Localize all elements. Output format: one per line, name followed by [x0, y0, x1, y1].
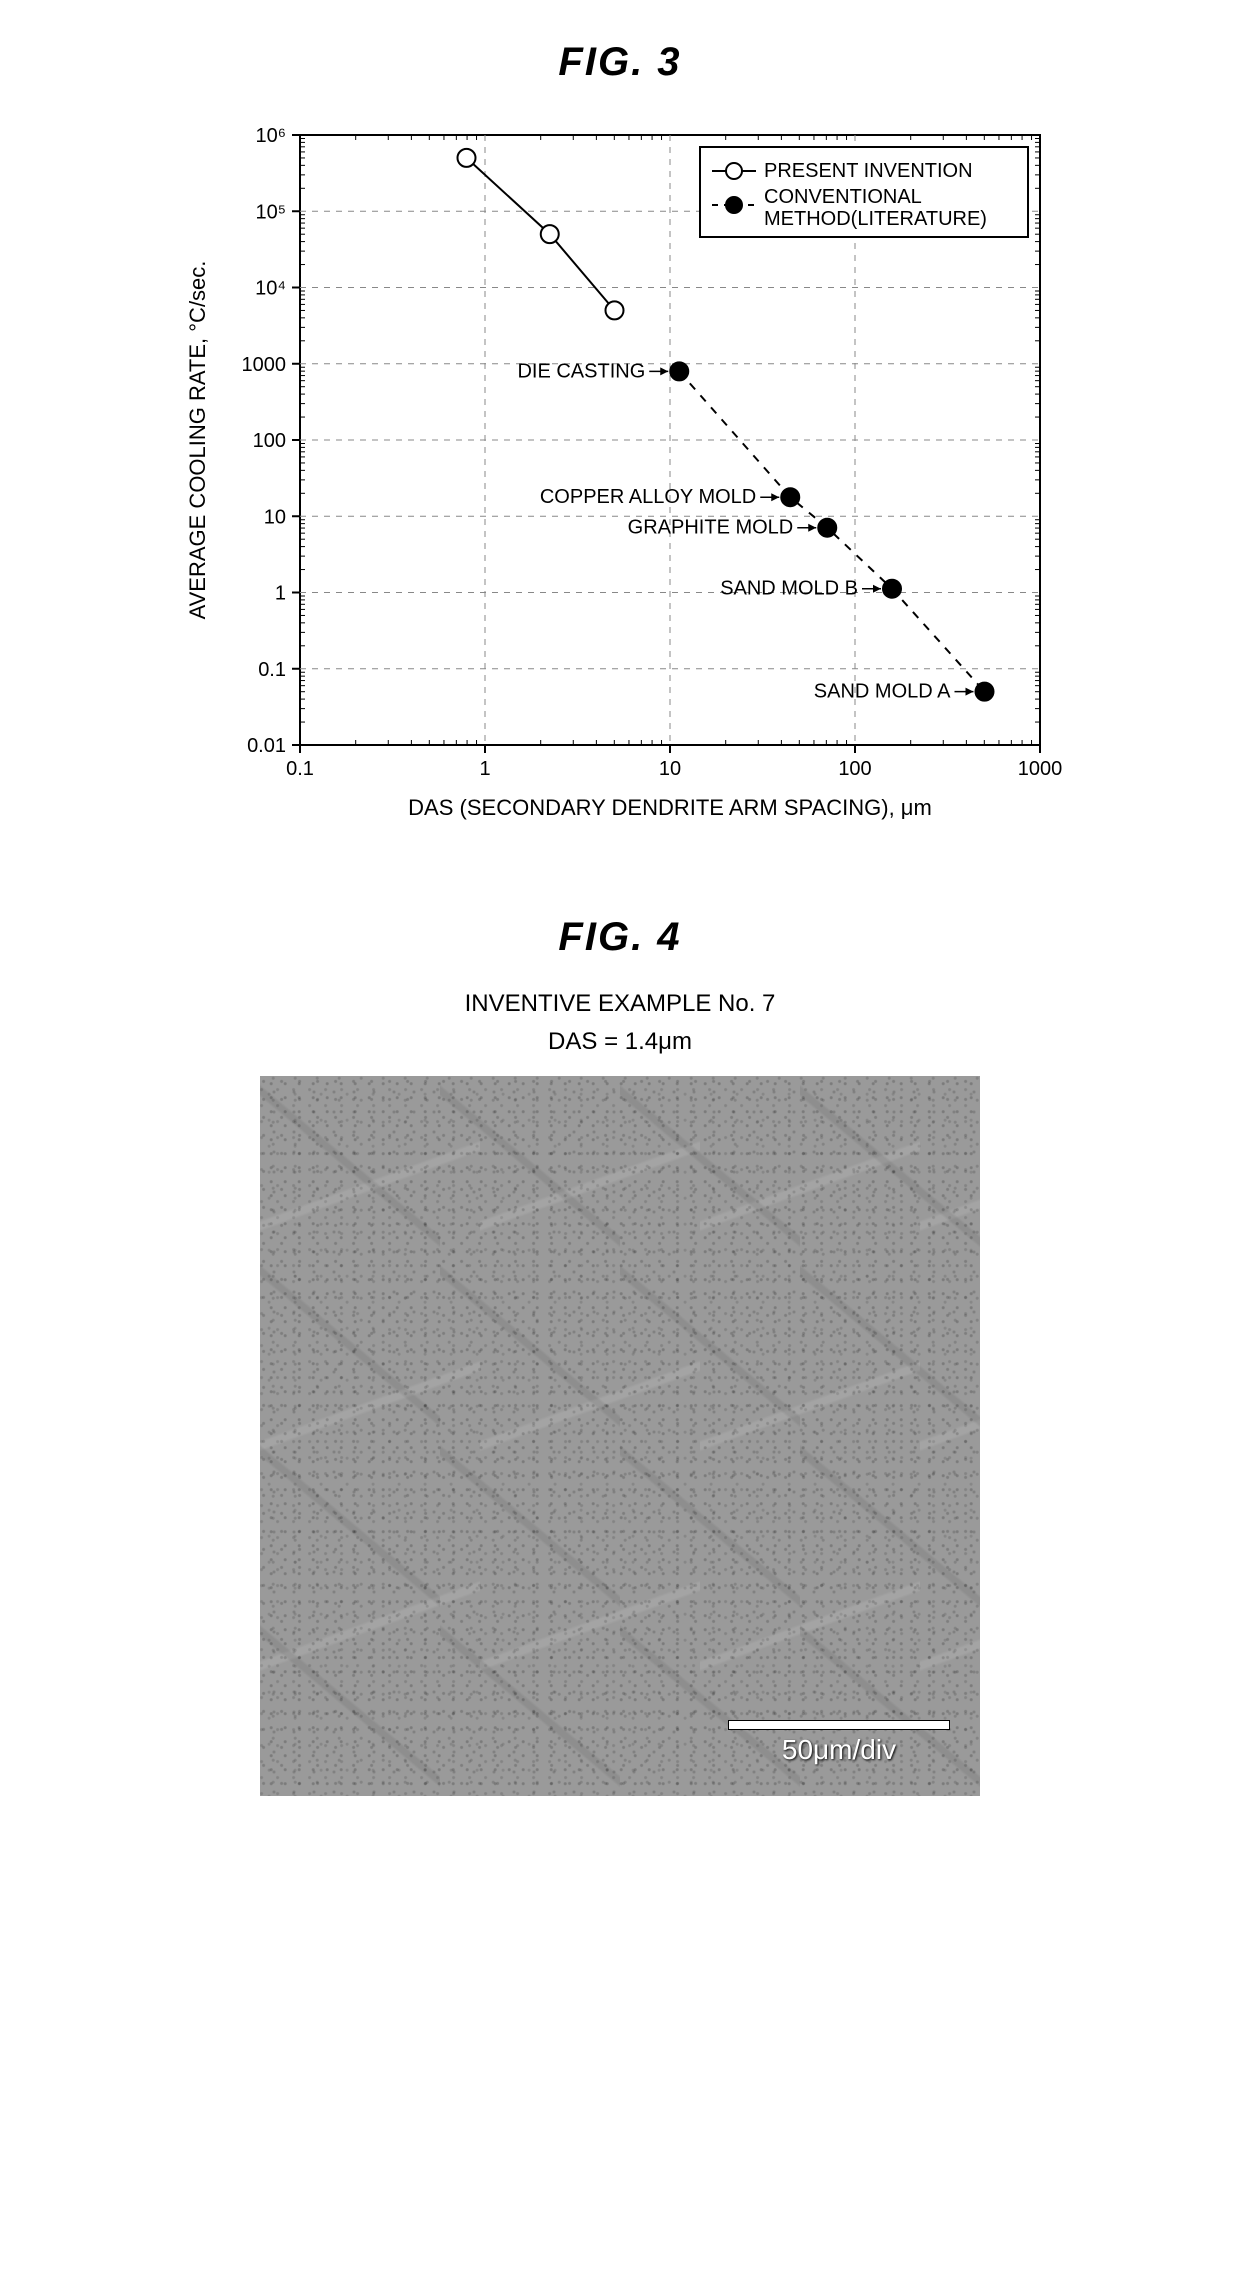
svg-text:SAND MOLD A: SAND MOLD A	[814, 681, 951, 703]
svg-text:1000: 1000	[242, 354, 287, 376]
svg-text:SAND MOLD B: SAND MOLD B	[720, 578, 858, 600]
micrograph-lines	[260, 1076, 980, 1796]
svg-text:10⁶: 10⁶	[256, 125, 286, 147]
scale-bar-label: 50μm/div	[782, 1734, 896, 1766]
fig4-subtitle: INVENTIVE EXAMPLE No. 7	[170, 990, 1070, 1018]
svg-text:PRESENT INVENTION: PRESENT INVENTION	[764, 160, 973, 182]
scale-bar-wrap: 50μm/div	[728, 1720, 950, 1766]
svg-text:0.1: 0.1	[286, 758, 314, 780]
fig3-title: FIG. 3	[170, 40, 1070, 85]
figure-4: FIG. 4 INVENTIVE EXAMPLE No. 7 DAS = 1.4…	[170, 915, 1070, 1796]
svg-text:COPPER ALLOY MOLD: COPPER ALLOY MOLD	[540, 486, 756, 508]
fig3-svg: 0.010.1110100100010⁴10⁵10⁶0.11101001000D…	[170, 115, 1070, 835]
fig4-title: FIG. 4	[170, 915, 1070, 960]
svg-text:1000: 1000	[1018, 758, 1063, 780]
svg-text:GRAPHITE MOLD: GRAPHITE MOLD	[628, 517, 794, 539]
scale-bar	[728, 1720, 950, 1730]
svg-text:10: 10	[659, 758, 681, 780]
svg-text:CONVENTIONAL: CONVENTIONAL	[764, 186, 922, 208]
svg-text:10: 10	[264, 506, 286, 528]
svg-text:100: 100	[838, 758, 871, 780]
svg-text:1: 1	[479, 758, 490, 780]
svg-text:10⁵: 10⁵	[255, 201, 286, 223]
fig3-chart: 0.010.1110100100010⁴10⁵10⁶0.11101001000D…	[170, 115, 1070, 835]
svg-text:0.01: 0.01	[247, 735, 286, 757]
svg-text:AVERAGE COOLING RATE, °C/sec.: AVERAGE COOLING RATE, °C/sec.	[185, 261, 210, 620]
figure-3: FIG. 3 0.010.1110100100010⁴10⁵10⁶0.11101…	[170, 40, 1070, 835]
fig4-das-label: DAS = 1.4μm	[170, 1028, 1070, 1056]
svg-text:0.1: 0.1	[258, 659, 286, 681]
micrograph-image: 50μm/div	[260, 1076, 980, 1796]
svg-text:10⁴: 10⁴	[255, 278, 286, 300]
svg-text:METHOD(LITERATURE): METHOD(LITERATURE)	[764, 208, 987, 230]
svg-text:1: 1	[275, 583, 286, 605]
svg-text:100: 100	[253, 430, 286, 452]
svg-text:DIE CASTING: DIE CASTING	[517, 360, 645, 382]
svg-text:DAS (SECONDARY DENDRITE ARM SP: DAS (SECONDARY DENDRITE ARM SPACING), μm	[408, 795, 932, 820]
